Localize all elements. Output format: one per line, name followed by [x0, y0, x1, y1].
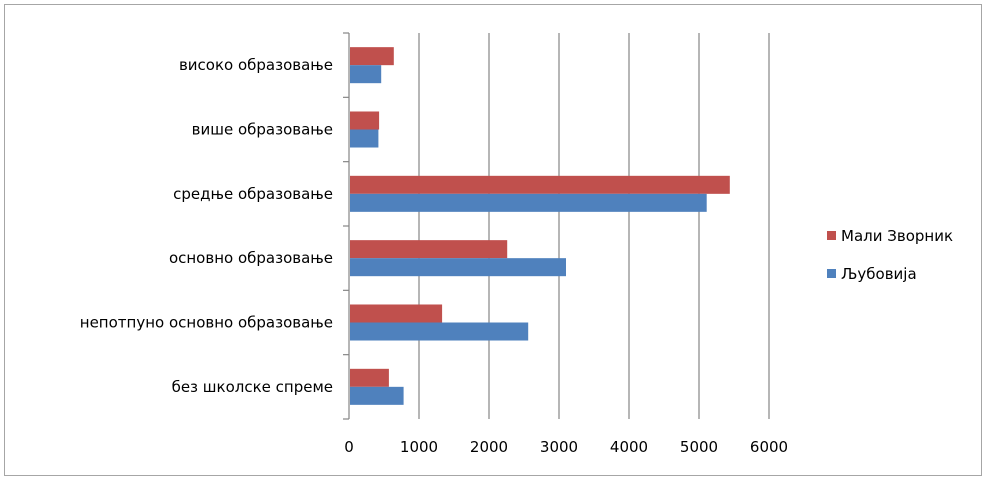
bar-mali-zvornik — [350, 47, 394, 66]
legend-label: Љубовија — [841, 265, 917, 283]
bar-mali-zvornik — [350, 175, 730, 194]
chart-frame: без школске спреме непотпуно основно обра… — [4, 4, 982, 476]
bar-ljubovija — [350, 322, 529, 341]
category-label: више образовање — [192, 121, 333, 139]
x-tick-label: 5000 — [680, 438, 718, 456]
category-label: средње образовање — [173, 185, 333, 203]
bars — [350, 47, 730, 405]
category-label: непотпуно основно образовање — [80, 314, 333, 332]
grid-lines — [418, 33, 770, 419]
bar-chart: без школске спреме непотпуно основно обра… — [80, 32, 953, 456]
legend-swatch — [827, 269, 836, 278]
x-tick-label: 3000 — [540, 438, 578, 456]
bar-ljubovija — [350, 65, 382, 84]
bar-ljubovija — [350, 258, 566, 277]
bar-ljubovija — [350, 386, 404, 405]
category-label: без школске спреме — [172, 378, 333, 396]
bar-mali-zvornik — [350, 368, 389, 387]
bar-mali-zvornik — [350, 111, 380, 130]
bar-mali-zvornik — [350, 240, 508, 259]
x-tick-label: 6000 — [750, 438, 788, 456]
legend-label: Мали Зворник — [841, 227, 953, 245]
axes — [343, 32, 350, 420]
x-tick-labels: 0 1000 2000 3000 4000 5000 6000 — [344, 438, 788, 456]
x-tick-label: 1000 — [400, 438, 438, 456]
x-tick-label: 2000 — [470, 438, 508, 456]
bar-ljubovija — [350, 193, 707, 212]
legend: Мали Зворник Љубовија — [827, 227, 953, 283]
legend-swatch — [827, 231, 836, 240]
bar-mali-zvornik — [350, 304, 443, 323]
category-labels: без школске спреме непотпуно основно обра… — [80, 56, 333, 396]
x-tick-label: 0 — [344, 438, 354, 456]
bar-ljubovija — [350, 129, 379, 148]
category-label: основно образовање — [169, 249, 333, 267]
x-tick-label: 4000 — [610, 438, 648, 456]
category-label: високо образовање — [179, 56, 333, 74]
